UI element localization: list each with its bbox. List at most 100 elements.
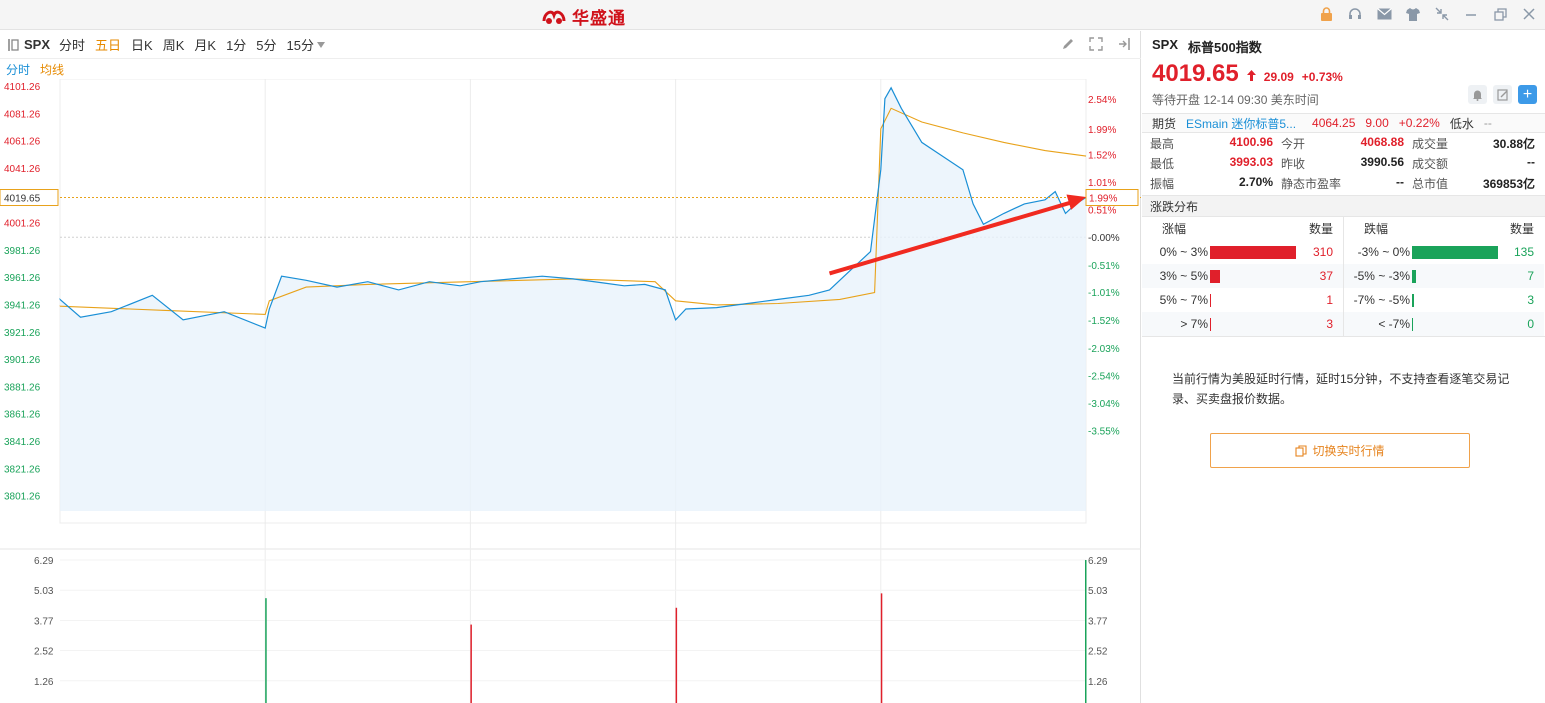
- distribution-bar: [1210, 269, 1221, 283]
- distribution-range: 3% ~ 5%: [1159, 269, 1208, 283]
- add-watchlist-icon[interactable]: +: [1518, 85, 1537, 104]
- tab-day-k[interactable]: 日K: [131, 38, 153, 53]
- minimize-icon[interactable]: [1463, 6, 1479, 22]
- futures-name[interactable]: ESmain 迷你标普5...: [1186, 116, 1297, 131]
- edit-note-icon[interactable]: [1493, 85, 1512, 104]
- y-tick-label: 4061.26: [4, 137, 41, 148]
- futures-pct: +0.22%: [1398, 116, 1440, 130]
- futures-change: 9.00: [1365, 116, 1389, 130]
- distribution-count: 135: [1513, 245, 1534, 259]
- price-change: 29.09: [1263, 70, 1294, 84]
- distribution-count: 0: [1527, 317, 1534, 331]
- restore-icon[interactable]: [1492, 6, 1508, 22]
- stat-label-low: 最低: [1150, 156, 1175, 171]
- distribution-range: -3% ~ 0%: [1357, 245, 1410, 259]
- tab-month-k[interactable]: 月K: [194, 38, 217, 53]
- stat-value-turnover: --: [1527, 154, 1535, 169]
- y-tick-label: 3901.26: [4, 355, 41, 366]
- pct-tick-label: -2.03%: [1088, 344, 1120, 355]
- timeshare-indicator[interactable]: 分时: [6, 62, 31, 77]
- symbol-label[interactable]: SPX: [8, 37, 50, 52]
- stat-label-turnover: 成交额: [1412, 156, 1449, 171]
- stat-label-prev-close: 昨收: [1281, 156, 1306, 171]
- headset-icon[interactable]: [1347, 6, 1363, 22]
- volume-tick-label: 1.26: [34, 677, 54, 688]
- distribution-count: 7: [1527, 269, 1534, 283]
- volume-spike: [470, 624, 472, 703]
- futures-row[interactable]: 期货 ESmain 迷你标普5... 4064.25 9.00 +0.22% 低…: [1142, 113, 1545, 133]
- lock-icon[interactable]: [1318, 6, 1334, 22]
- distribution-down: 跌幅 数量 -3% ~ 0% 135 -5% ~ -3% 7 -7% ~ -5% 3 < -7…: [1343, 217, 1544, 336]
- y-tick-label: 3981.26: [4, 246, 41, 257]
- tab-15min[interactable]: 15分: [286, 38, 314, 53]
- panel-toggle-icon[interactable]: [1117, 37, 1131, 51]
- y-tick-label: 4001.26: [4, 219, 41, 230]
- stat-value-open: 4068.88: [1360, 134, 1404, 149]
- distribution-row: 5% ~ 7% 1: [1142, 288, 1343, 312]
- price-change-pct: +0.73%: [1301, 70, 1343, 84]
- caret-down-icon[interactable]: [317, 41, 325, 48]
- distribution-bar: [1412, 269, 1417, 283]
- distribution-range: < -7%: [1378, 317, 1410, 331]
- ma-indicator[interactable]: 均线: [40, 62, 65, 77]
- annotation-arrow-line: [828, 199, 1077, 276]
- volume-spike: [265, 598, 267, 703]
- indicator-bar: 分时 均线: [0, 59, 1141, 79]
- current-pct-label: 1.99%: [1089, 194, 1117, 205]
- price-line: [59, 86, 1087, 329]
- quote-name: 标普500指数: [1188, 40, 1262, 55]
- pen-icon[interactable]: [1061, 37, 1075, 51]
- tab-5min[interactable]: 5分: [256, 38, 277, 53]
- stat-label-high: 最高: [1150, 136, 1175, 151]
- stats-row: 最高 4100.96 今开 4068.88 成交量 30.88亿: [1146, 133, 1541, 153]
- tab-five-day[interactable]: 五日: [95, 38, 122, 53]
- pct-tick-label: 1.52%: [1088, 150, 1116, 161]
- close-icon[interactable]: [1521, 6, 1537, 22]
- volume-tick-label: 2.52: [34, 647, 54, 658]
- y-tick-label: 3881.26: [4, 382, 41, 393]
- distribution-up: 涨幅 数量 0% ~ 3% 310 3% ~ 5% 37 5% ~ 7% 1 > 7% 3: [1142, 217, 1343, 336]
- tab-week-k[interactable]: 周K: [162, 38, 185, 53]
- futures-price: 4064.25: [1312, 116, 1356, 130]
- volume-tick-label: 3.77: [1088, 616, 1108, 627]
- distribution-range: > 7%: [1180, 317, 1208, 331]
- bell-icon[interactable]: [1468, 85, 1487, 104]
- window-controls: [1318, 6, 1537, 22]
- pct-tick-label: -0.51%: [1088, 261, 1120, 272]
- title-bar: 华盛通: [0, 0, 1545, 30]
- distribution-bar: [1210, 245, 1296, 259]
- five-day-chart[interactable]: 4101.26 4081.26 4061.26 4041.26 4001.26 3981.…: [0, 79, 1141, 703]
- tab-1min[interactable]: 1分: [226, 38, 247, 53]
- distribution-count: 3: [1326, 317, 1333, 331]
- pct-tick-label: -2.54%: [1088, 372, 1120, 383]
- quote-header: SPX 标普500指数 4019.65 29.09 +0.73% 等待开盘 12…: [1142, 31, 1545, 113]
- shirt-icon[interactable]: [1405, 6, 1421, 22]
- pct-tick-label: 1.99%: [1088, 125, 1116, 136]
- sidebar-toggle-icon[interactable]: [8, 38, 20, 52]
- quote-actions: +: [1468, 85, 1537, 104]
- current-price-label: 4019.65: [4, 194, 41, 205]
- stats-row: 最低 3993.03 昨收 3990.56 成交额 --: [1146, 153, 1541, 173]
- mail-icon[interactable]: [1376, 6, 1392, 22]
- volume-tick-label: 2.52: [1088, 647, 1108, 658]
- quote-symbol: SPX: [1152, 37, 1179, 52]
- tab-timeshare[interactable]: 分时: [59, 38, 86, 53]
- stat-value-amplitude: 2.70%: [1238, 174, 1273, 189]
- shrink-icon[interactable]: [1434, 6, 1450, 22]
- distribution-row: > 7% 3: [1142, 312, 1343, 336]
- stat-label-market-cap: 总市值: [1412, 176, 1449, 191]
- down-range-header: 跌幅: [1364, 222, 1389, 236]
- annotation-arrow-head: [1066, 194, 1086, 210]
- price-area-fill: [60, 87, 1086, 512]
- distribution-count: 3: [1527, 293, 1534, 307]
- distribution-count: 1: [1326, 293, 1333, 307]
- volume-spike: [880, 593, 883, 703]
- quote-panel: SPX 标普500指数 4019.65 29.09 +0.73% 等待开盘 12…: [1142, 31, 1545, 703]
- avg-line: [59, 107, 1087, 315]
- stats-row: 振幅 2.70% 静态市盈率 -- 总市值 369853亿: [1146, 173, 1541, 193]
- chart-toolbar: SPX 分时 五日 日K 周K 月K 1分 5分 15分: [0, 31, 1141, 59]
- switch-realtime-button[interactable]: 切换实时行情: [1210, 433, 1470, 468]
- distribution-row: < -7% 0: [1344, 312, 1544, 336]
- water-value: --: [1483, 116, 1492, 130]
- expand-icon[interactable]: [1089, 37, 1103, 51]
